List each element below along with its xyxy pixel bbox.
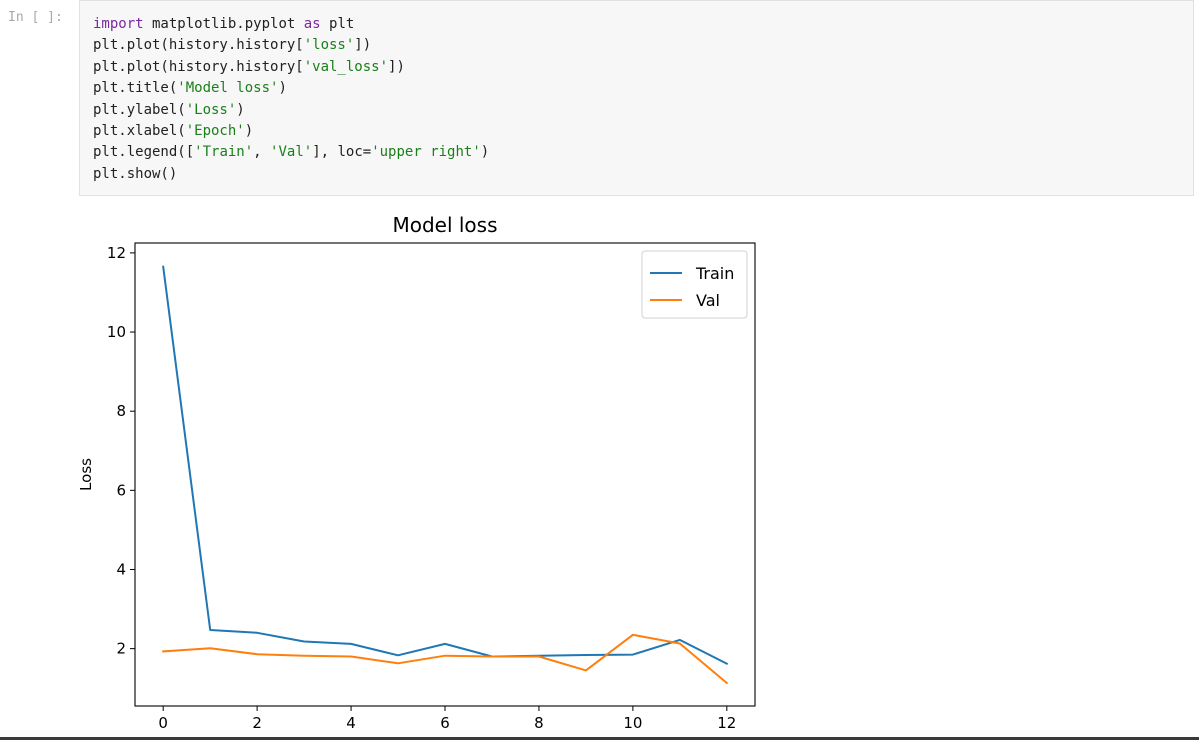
y-axis-label: Loss: [77, 458, 95, 491]
code-token: plt.plot(history.history[: [93, 58, 304, 75]
code-token: ]): [354, 37, 372, 54]
cell-output: Model loss Loss 0 2 4 6 8 10 12 2 4 6 8 10 12 Train Va…: [0, 196, 1199, 740]
code-token: plt.plot(history.history[: [93, 37, 304, 54]
code-token: 'Loss': [185, 101, 237, 118]
code-token: ): [480, 144, 490, 161]
code-line: import matplotlib.pyplot as plt: [93, 16, 354, 32]
loss-chart: Model loss Loss 0 2 4 6 8 10 12 2 4 6 8 10 12 Train Va…: [77, 213, 756, 732]
code-token: 'upper right': [371, 144, 481, 161]
y-tick-label: 10: [107, 323, 126, 341]
x-tick-label: 10: [623, 714, 642, 732]
y-tick-label: 4: [116, 560, 126, 578]
legend-box: [641, 250, 748, 319]
code-line: plt.title('Model loss'): [93, 80, 287, 96]
code-editor[interactable]: import matplotlib.pyplot as plt plt.plot…: [93, 14, 489, 185]
code-token: as: [303, 16, 321, 32]
code-token: ,: [253, 144, 271, 161]
x-tick-label: 4: [346, 714, 356, 732]
code-token: plt.legend([: [93, 144, 195, 161]
code-token: 'Model loss': [177, 80, 279, 97]
code-token: ): [244, 123, 254, 140]
code-line: plt.plot(history.history['loss']): [93, 37, 371, 53]
code-line: plt.show(): [93, 166, 177, 182]
series-line-val: [162, 633, 729, 685]
y-tick-label: 12: [107, 244, 126, 262]
code-line: plt.ylabel('Loss'): [93, 102, 245, 118]
code-token: 'Val': [270, 144, 313, 161]
legend-label-train: Train: [695, 264, 734, 283]
code-token: ]): [388, 58, 405, 75]
code-token: 'Train': [194, 144, 254, 161]
code-cell[interactable]: import matplotlib.pyplot as plt plt.plot…: [79, 0, 1194, 196]
code-token: ): [278, 80, 287, 97]
bottom-divider: [0, 737, 1199, 740]
code-token: 'val_loss': [303, 58, 389, 75]
y-tick-label: 8: [116, 402, 126, 420]
code-token: ], loc=: [312, 144, 372, 161]
cell-prompt: In [ ]:: [8, 10, 63, 25]
y-tick-label: 2: [116, 640, 126, 658]
x-tick-label: 0: [158, 714, 168, 732]
code-token: plt.title(: [93, 80, 178, 97]
y-tick-label: 6: [116, 481, 126, 499]
code-token: plt: [320, 16, 355, 32]
code-token: plt.ylabel(: [93, 101, 186, 118]
x-tick-label: 6: [440, 714, 450, 732]
series-line-train: [162, 265, 729, 666]
legend-label-val: Val: [696, 291, 720, 310]
code-token: plt.xlabel(: [93, 123, 186, 140]
x-tick-label: 2: [252, 714, 262, 732]
x-tick-label: 12: [717, 714, 736, 732]
x-tick-label: 8: [534, 714, 544, 732]
code-line: plt.xlabel('Epoch'): [93, 123, 253, 139]
code-token: import: [93, 16, 144, 32]
chart-title: Model loss: [392, 213, 497, 237]
code-token: matplotlib.pyplot: [143, 16, 304, 32]
code-line: plt.plot(history.history['val_loss']): [93, 59, 405, 75]
code-token: 'Epoch': [185, 123, 245, 140]
code-line: plt.legend(['Train', 'Val'], loc='upper …: [93, 144, 489, 160]
code-token: ): [236, 101, 245, 118]
code-token: 'loss': [303, 37, 355, 54]
code-token: plt.show(): [93, 165, 178, 182]
